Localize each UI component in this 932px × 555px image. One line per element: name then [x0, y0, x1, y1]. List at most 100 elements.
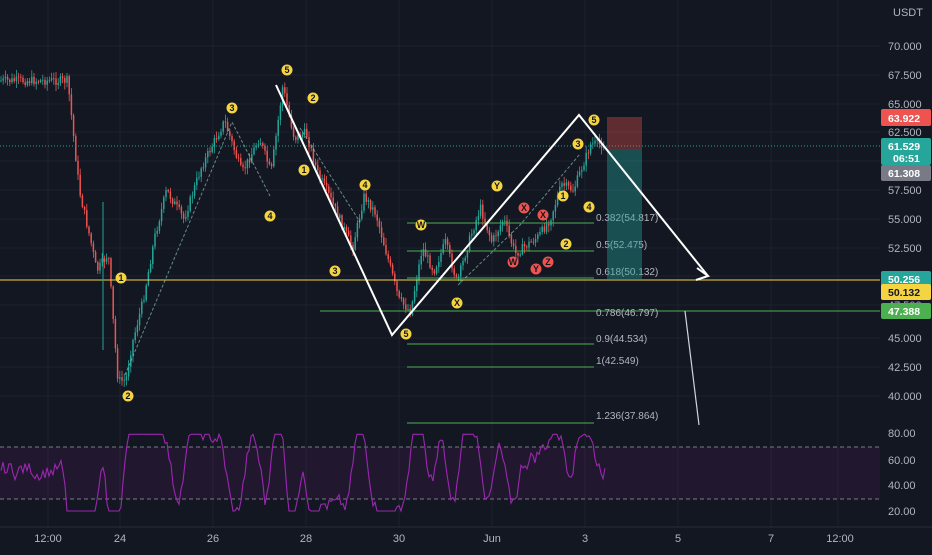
price-tick-10: 40.000 — [888, 391, 922, 403]
candle-body-20 — [44, 79, 46, 85]
price-axis[interactable]: USDT 70.000 67.500 65.000 62.500 57.500 55.000… — [880, 0, 932, 550]
price-tick-8: 45.000 — [888, 333, 922, 345]
tag-fib-786: 47.388 — [888, 306, 920, 318]
candle-body-80 — [176, 201, 178, 205]
candle-body-49 — [108, 258, 110, 260]
candle-body-33 — [72, 115, 75, 137]
candle-body-181 — [398, 290, 400, 298]
candle-body-165 — [363, 193, 365, 211]
candle-body-41 — [90, 233, 92, 244]
candle-body-85 — [187, 211, 189, 218]
candle-body-266 — [585, 152, 587, 166]
projection-path[interactable] — [275, 84, 709, 337]
candle-body-27 — [59, 76, 62, 83]
candle-body-201 — [442, 244, 444, 254]
candle-body-160 — [352, 244, 354, 250]
candle-body-170 — [374, 207, 376, 215]
candle-body-262 — [576, 175, 579, 187]
time-tick-2: 26 — [207, 533, 219, 545]
candle-body-21 — [46, 80, 48, 85]
candle-body-67 — [147, 272, 150, 286]
candle-body-222 — [488, 230, 491, 236]
candle-body-39 — [86, 210, 88, 227]
candle-body-84 — [185, 217, 187, 219]
candle-body-110 — [242, 164, 244, 168]
candle-body-81 — [178, 204, 180, 208]
candles — [0, 69, 605, 387]
candle-body-150 — [330, 192, 332, 198]
tag-target-top-bg — [881, 109, 931, 126]
candle-body-220 — [484, 218, 486, 223]
candle-body-268 — [589, 144, 592, 154]
wave-label-10: W — [417, 220, 426, 230]
candle-body-183 — [402, 298, 405, 305]
candle-body-248 — [545, 224, 548, 232]
time-tick-4: 30 — [393, 533, 405, 545]
long-drop-line[interactable] — [684, 310, 700, 426]
candle-body-179 — [394, 273, 396, 282]
candle-body-273 — [600, 143, 603, 149]
candle-body-258 — [567, 182, 570, 186]
candle-body-256 — [563, 183, 565, 186]
tag-target-top: 63.922 — [888, 113, 920, 125]
candle-body-138 — [303, 128, 306, 135]
position-target-zone[interactable] — [607, 149, 642, 279]
wave-marker-2 — [226, 102, 238, 114]
candle-body-23 — [50, 78, 53, 81]
candle-body-139 — [306, 128, 308, 138]
time-axis[interactable]: 12:00 24 26 28 30 Jun 3 5 7 12:00 — [0, 526, 932, 550]
candle-body-0 — [0, 80, 2, 82]
candle-body-51 — [112, 286, 114, 320]
wave-marker-0 — [115, 272, 127, 284]
candle-body-15 — [33, 76, 35, 85]
wave-label-20: 3 — [575, 139, 580, 149]
candle-body-204 — [449, 245, 451, 254]
time-tick-0: 12:00 — [34, 533, 62, 545]
candle-body-128 — [281, 87, 284, 106]
candle-body-240 — [528, 241, 530, 248]
candle-body-244 — [537, 234, 539, 239]
candle-body-255 — [561, 183, 563, 187]
time-axis-bg — [0, 527, 932, 550]
candle-body-16 — [35, 81, 37, 85]
position-stop-zone[interactable] — [607, 117, 642, 149]
wave-marker-4 — [281, 64, 293, 76]
currency-label[interactable]: USDT — [893, 7, 923, 19]
candle-body-121 — [266, 150, 268, 162]
candle-body-190 — [418, 264, 420, 281]
price-tick-5: 55.000 — [888, 214, 922, 226]
candle-body-261 — [574, 186, 576, 192]
candle-body-200 — [440, 253, 442, 262]
candle-body-61 — [134, 332, 136, 341]
wave-marker-5 — [307, 92, 319, 104]
candle-body-235 — [517, 253, 519, 256]
candle-body-263 — [578, 171, 581, 176]
candle-body-126 — [277, 119, 279, 136]
wave-marker-22 — [588, 114, 600, 126]
candle-body-48 — [105, 258, 108, 262]
candle-body-214 — [471, 233, 473, 236]
candle-body-210 — [462, 260, 464, 266]
fib-retracement[interactable]: 0.382(54.817) 0.5(52.475) 0.618(50.132) … — [320, 213, 880, 424]
candle-body-211 — [464, 257, 466, 261]
candle-body-98 — [215, 138, 218, 140]
wave-marker-8 — [359, 179, 371, 191]
candle-body-104 — [229, 130, 231, 137]
candle-body-12 — [26, 81, 29, 85]
candle-body-69 — [152, 246, 154, 264]
candle-body-143 — [314, 161, 317, 166]
candle-body-58 — [127, 366, 130, 377]
candle-body-189 — [416, 280, 418, 291]
candle-body-269 — [592, 143, 594, 145]
candle-body-169 — [372, 207, 374, 210]
tag-fib-786-bg — [881, 303, 931, 319]
candle-body-38 — [83, 207, 86, 211]
time-tick-5: Jun — [483, 533, 501, 545]
fib-label-0618: 0.618(50.132) — [596, 267, 658, 278]
candle-body-164 — [361, 210, 363, 219]
candle-body-129 — [284, 87, 286, 94]
candle-body-40 — [88, 226, 90, 234]
candle-body-75 — [165, 189, 167, 198]
candle-body-162 — [356, 222, 359, 238]
